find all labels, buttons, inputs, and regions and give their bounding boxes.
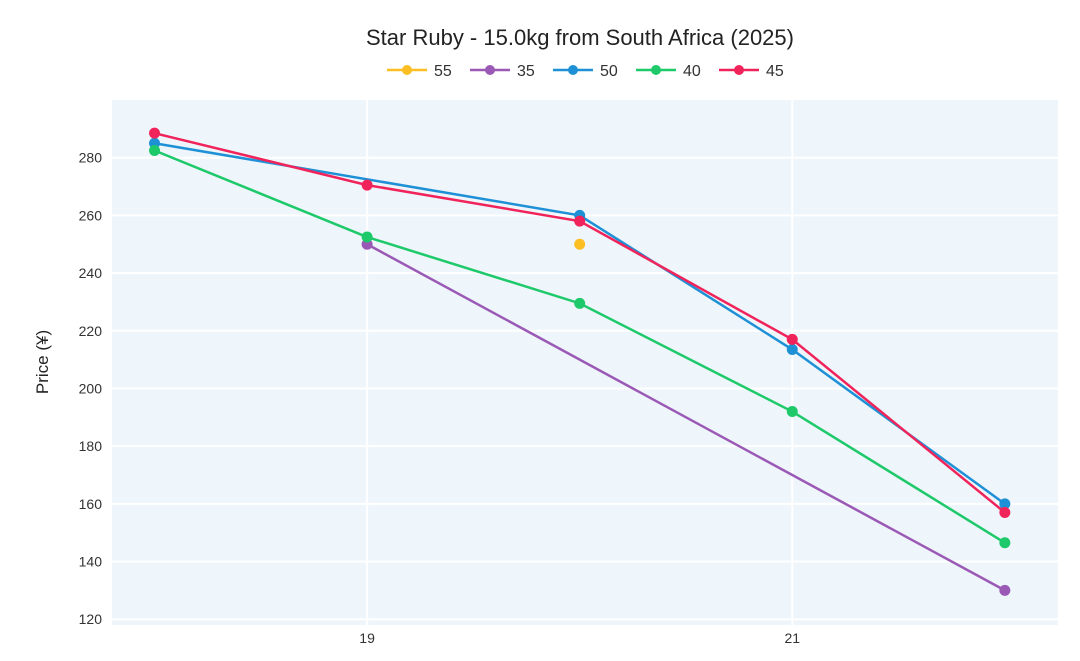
data-point — [574, 297, 586, 309]
series-35 — [361, 238, 1011, 596]
y-tick-label: 140 — [79, 554, 103, 570]
legend-marker — [568, 65, 578, 75]
data-point — [786, 333, 798, 345]
legend-label: 55 — [434, 63, 452, 80]
legend-marker — [734, 65, 744, 75]
data-point — [999, 507, 1011, 518]
legend-marker — [485, 65, 495, 75]
chart-title: Star Ruby - 15.0kg from South Africa (20… — [366, 25, 794, 50]
data-point — [999, 498, 1011, 510]
data-point — [361, 179, 373, 191]
y-axis-label: Price (¥) — [33, 330, 52, 394]
y-tick-label: 200 — [79, 380, 103, 396]
data-point — [149, 127, 161, 139]
series-line — [366, 243, 1006, 592]
y-tick-label: 120 — [79, 611, 103, 627]
y-tick-label: 180 — [79, 438, 103, 454]
data-point — [149, 144, 161, 156]
y-tick-label: 280 — [79, 150, 103, 166]
series-45 — [149, 127, 1011, 518]
legend: 55 35 50 40 45 — [387, 63, 784, 80]
y-tick-label: 220 — [79, 323, 103, 339]
data-point — [999, 537, 1011, 549]
y-tick-label: 260 — [79, 207, 103, 223]
data-point — [786, 406, 798, 418]
x-tick-label: 19 — [359, 630, 375, 646]
y-tick-label: 160 — [79, 496, 103, 512]
series-40 — [149, 144, 1011, 549]
data-point — [786, 344, 798, 356]
x-tick-label: 21 — [784, 630, 800, 646]
data-point — [574, 215, 586, 227]
data-point — [574, 238, 586, 250]
data-point — [999, 584, 1011, 596]
legend-label: 40 — [683, 63, 701, 80]
legend-label: 45 — [766, 63, 784, 80]
legend-label: 35 — [517, 63, 535, 80]
legend-marker — [402, 65, 412, 75]
data-point — [361, 231, 373, 243]
y-tick-label: 240 — [79, 265, 103, 281]
series-55 — [574, 238, 586, 250]
legend-marker — [651, 65, 661, 75]
legend-label: 50 — [600, 63, 618, 80]
